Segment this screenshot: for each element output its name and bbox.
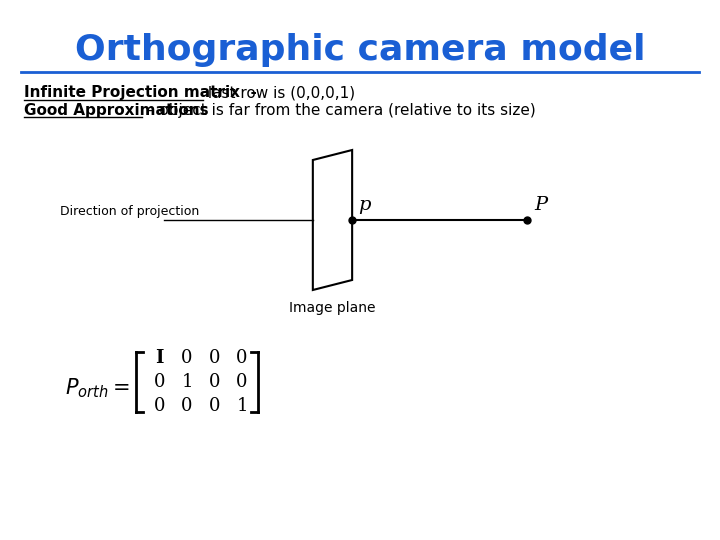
Text: Direction of projection: Direction of projection	[60, 206, 199, 219]
Text: P: P	[534, 196, 547, 214]
Text: 0: 0	[181, 397, 193, 415]
Text: Infinite Projection matrix  -: Infinite Projection matrix -	[24, 85, 257, 100]
Text: 0: 0	[236, 349, 248, 367]
Text: 0: 0	[236, 373, 248, 391]
Text: Image plane: Image plane	[289, 301, 376, 315]
Text: 1: 1	[181, 373, 193, 391]
Text: Orthographic camera model: Orthographic camera model	[75, 33, 645, 67]
Text: 1: 1	[236, 397, 248, 415]
Text: 0: 0	[154, 373, 166, 391]
Text: last row is (0,0,0,1): last row is (0,0,0,1)	[204, 85, 356, 100]
Text: 0: 0	[181, 349, 193, 367]
Text: 0: 0	[154, 397, 166, 415]
Text: 0: 0	[209, 349, 220, 367]
Text: – object is far from the camera (relative to its size): – object is far from the camera (relativ…	[142, 103, 535, 118]
Text: $P_{orth}=$: $P_{orth}=$	[66, 376, 130, 400]
Text: p: p	[358, 196, 370, 214]
Text: I: I	[156, 349, 163, 367]
Text: 0: 0	[209, 373, 220, 391]
Text: Good Approximations: Good Approximations	[24, 103, 209, 118]
Text: 0: 0	[209, 397, 220, 415]
